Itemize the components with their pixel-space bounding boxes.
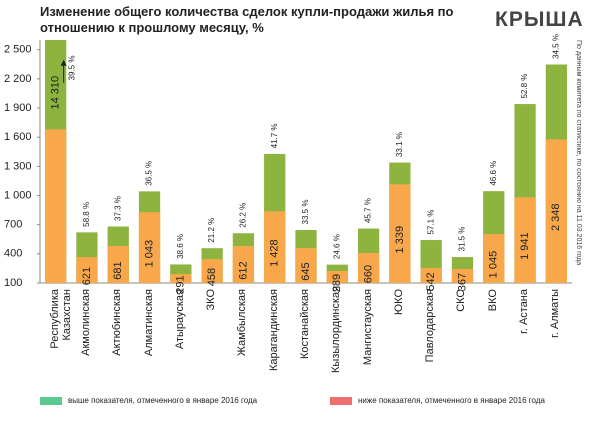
- value-label: 542: [425, 272, 437, 290]
- bar-previous: [545, 139, 567, 283]
- change-label: 21.2 %: [207, 218, 216, 243]
- value-label: 367: [456, 273, 468, 291]
- y-tick-label: 2 200: [4, 73, 32, 85]
- change-label: 39.5 %: [67, 56, 76, 81]
- change-label: 58.8 %: [82, 202, 91, 227]
- x-tick-label: Павлодарская: [424, 289, 437, 363]
- change-label: 24.6 %: [332, 234, 341, 259]
- y-tick-label: 1 300: [4, 160, 32, 172]
- overflow-arrow-head: [60, 59, 67, 66]
- y-tick-label: 1 600: [4, 131, 32, 143]
- value-label: 645: [300, 262, 312, 280]
- value-label: 1 941: [519, 232, 531, 260]
- bar-previous: [389, 184, 411, 283]
- change-label: 26.2 %: [239, 203, 248, 228]
- bar-previous: [514, 197, 536, 283]
- change-label: 37.3 %: [113, 196, 122, 221]
- logo: КРЫША: [495, 8, 584, 31]
- change-label: 33.5 %: [301, 200, 310, 225]
- bar-previous: [76, 257, 98, 283]
- x-tick-label: Акмолинская: [79, 289, 92, 356]
- value-label: 458: [206, 268, 218, 286]
- change-label: 38.6 %: [176, 234, 185, 259]
- x-tick-label: Актюбинская: [111, 289, 124, 356]
- change-label: 34.5 %: [551, 34, 560, 59]
- value-label: 612: [237, 261, 249, 279]
- x-tick-label: Республика Казахстан: [48, 289, 73, 349]
- y-tick-label: 1 900: [4, 102, 32, 114]
- chart-title: Изменение общего количества сделок купли…: [40, 4, 454, 35]
- bar-previous: [45, 129, 67, 283]
- y-tick-label: 2 500: [4, 44, 32, 56]
- x-tick-label: Карагандинская: [267, 289, 280, 371]
- y-tick-label: 400: [4, 248, 22, 260]
- bar-previous: [451, 269, 474, 283]
- x-tick-label: ВКО: [486, 289, 499, 312]
- change-label: 57.1 %: [426, 210, 435, 235]
- bar-previous: [232, 246, 255, 283]
- bar-previous: [201, 259, 223, 283]
- bar-previous: [107, 246, 129, 283]
- change-label: 46.6 %: [489, 161, 498, 186]
- x-tick-label: Атырауская: [173, 289, 186, 350]
- value-label: 1 045: [488, 251, 500, 279]
- legend-swatch: [330, 396, 352, 405]
- value-label: 289: [331, 274, 343, 292]
- bar-previous: [483, 234, 505, 283]
- x-tick-label: г. Алматы: [549, 289, 562, 338]
- legend-item: выше показателя, отмеченного в январе 20…: [40, 396, 257, 405]
- x-tick-label: ЗКО: [205, 289, 218, 311]
- value-label: 14 310: [50, 76, 62, 110]
- bar-previous: [170, 274, 192, 283]
- value-label: 660: [362, 265, 374, 283]
- bar-previous: [138, 212, 161, 283]
- legend-item: ниже показателя, отмеченного в январе 20…: [330, 396, 545, 405]
- value-label: 2 348: [550, 203, 562, 231]
- value-label: 681: [112, 261, 124, 279]
- legend-label: ниже показателя, отмеченного в январе 20…: [358, 396, 545, 405]
- x-tick-label: г. Астана: [518, 289, 531, 334]
- change-label: 33.1 %: [395, 132, 404, 157]
- change-label: 31.5 %: [458, 227, 467, 252]
- y-tick-label: 100: [4, 277, 22, 289]
- value-label: 1 428: [269, 239, 281, 267]
- bar-previous: [264, 211, 286, 283]
- bar-previous: [420, 268, 442, 283]
- x-tick-label: ЮКО: [392, 289, 405, 315]
- x-tick-label: Кызылординская: [330, 285, 343, 373]
- change-label: 36.5 %: [145, 161, 154, 186]
- value-label: 291: [175, 275, 187, 293]
- change-label: 41.7 %: [270, 123, 279, 148]
- value-label: 1 339: [394, 226, 406, 254]
- x-tick-label: Костанайская: [299, 289, 311, 360]
- bar-previous: [326, 271, 348, 283]
- value-label: 1 043: [143, 240, 155, 268]
- y-tick-label: 1 000: [4, 189, 32, 201]
- x-tick-label: Жамбылская: [236, 289, 249, 357]
- x-tick-label: СКО: [455, 289, 468, 312]
- legend-label: выше показателя, отмеченного в январе 20…: [68, 396, 258, 405]
- x-tick-label: Алматинская: [142, 289, 155, 357]
- change-label: 52.8 %: [520, 74, 529, 99]
- y-tick-label: 700: [4, 219, 22, 231]
- value-label: 621: [81, 267, 93, 285]
- x-tick-label: Мангистауская: [361, 289, 374, 366]
- bar-previous: [295, 248, 317, 283]
- bar-previous: [357, 253, 380, 283]
- legend-swatch: [40, 396, 62, 405]
- change-label: 45.7 %: [364, 198, 373, 223]
